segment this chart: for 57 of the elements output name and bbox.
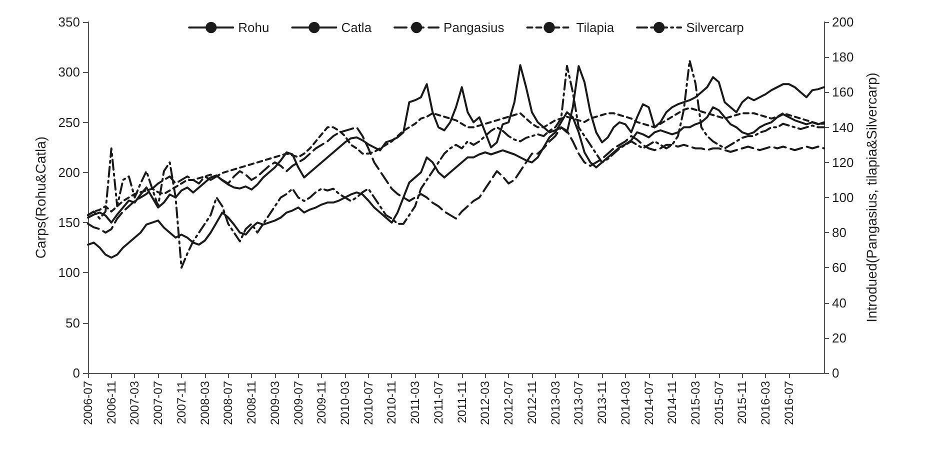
y2-tick-label: 0	[832, 366, 840, 380]
x-tick-label: 2013-03	[548, 380, 562, 426]
x-tick-label: 2007-07	[151, 380, 166, 426]
x-tick-label: 2013-07	[572, 380, 586, 426]
y-axis-title: Carps(Rohu&Catla)	[32, 136, 48, 259]
legend-label: Catla	[341, 20, 372, 35]
legend-label: Pangasius	[444, 20, 505, 35]
y-tick-label: 0	[72, 366, 80, 380]
y-tick-label: 250	[58, 114, 80, 130]
x-tick-label: 2010-07	[361, 380, 376, 426]
x-tick-label: 2009-11	[314, 380, 329, 424]
y-tick-label: 100	[58, 265, 80, 280]
y2-tick-label: 140	[832, 120, 854, 135]
legend-label: Rohu	[238, 20, 270, 35]
y-tick-label: 300	[58, 64, 80, 80]
x-tick-label: 2009-07	[291, 380, 306, 426]
x-tick-label: 2014-11	[665, 380, 680, 424]
y-tick-label: 50	[66, 315, 80, 330]
y2-axis-title: Introdued(Pangasius, tilapia&Silvercarp)	[864, 72, 880, 322]
y-tick-label: 150	[58, 215, 80, 230]
y-tick-label: 350	[58, 14, 80, 30]
legend-label: Tilapia	[576, 20, 615, 35]
x-tick-label: 2011-11	[454, 380, 469, 424]
y2-tick-label: 40	[832, 295, 846, 310]
x-tick-label: 2008-07	[221, 380, 236, 426]
x-tick-label: 2011-03	[408, 380, 422, 424]
y2-tick-label: 180	[832, 50, 854, 65]
x-tick-label: 2007-03	[128, 380, 142, 426]
x-tick-label: 2007-11	[174, 380, 188, 424]
x-tick-label: 2016-07	[782, 380, 796, 426]
y2-tick-label: 80	[832, 225, 846, 240]
y2-tick-label: 20	[832, 330, 846, 346]
x-tick-label: 2015-03	[688, 380, 702, 426]
x-tick-label: 2009-03	[268, 380, 282, 426]
x-tick-label: 2006-11	[104, 380, 118, 424]
x-tick-label: 2012-07	[502, 380, 516, 426]
x-tick-label: 2012-03	[478, 380, 492, 426]
legend-label: Silvercarp	[686, 20, 744, 35]
x-tick-label: 2015-07	[712, 380, 726, 426]
y-tick-label: 200	[58, 164, 80, 180]
x-tick-label: 2008-03	[198, 380, 212, 426]
y2-tick-label: 120	[832, 154, 854, 170]
y2-tick-label: 60	[832, 260, 846, 276]
y2-tick-label: 100	[832, 190, 854, 205]
x-tick-label: 2015-11	[735, 380, 750, 424]
x-tick-label: 2006-07	[81, 380, 95, 426]
x-tick-label: 2014-07	[642, 380, 656, 426]
x-tick-label: 2008-11	[244, 380, 259, 424]
x-tick-label: 2013-11	[595, 380, 610, 424]
x-tick-label: 2012-11	[524, 380, 539, 424]
x-tick-label: 2010-11	[384, 380, 399, 424]
x-tick-label: 2016-03	[758, 380, 773, 426]
x-tick-label: 2014-03	[618, 380, 632, 426]
x-tick-label: 2011-07	[431, 380, 446, 424]
y2-tick-label: 200	[832, 14, 854, 30]
x-tick-label: 2010-03	[338, 380, 352, 426]
y2-tick-label: 160	[832, 84, 854, 100]
